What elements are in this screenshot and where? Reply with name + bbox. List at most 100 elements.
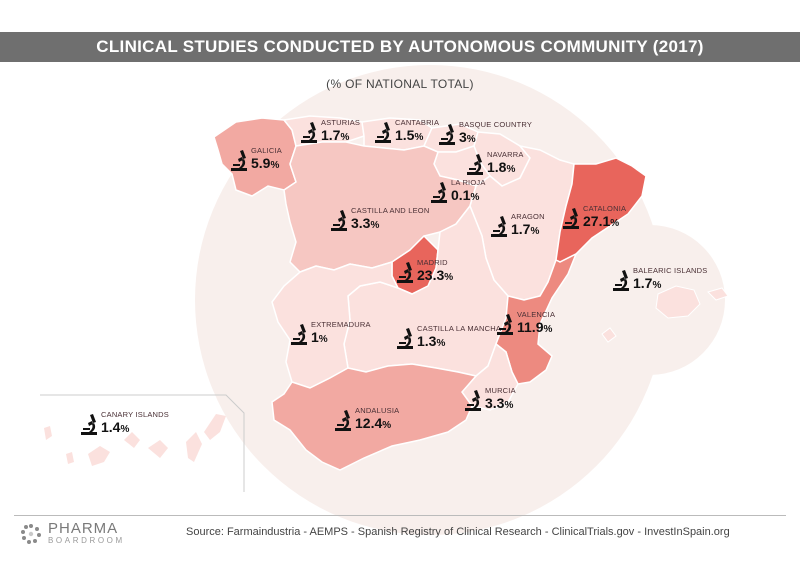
region-catalonia bbox=[555, 157, 647, 263]
microscope-icon bbox=[397, 328, 413, 349]
region-name: BALEARIC ISLANDS bbox=[633, 266, 708, 275]
region-andalusia bbox=[271, 363, 478, 471]
region-canary-5 bbox=[148, 440, 168, 458]
region-value-number: 3.3 bbox=[351, 215, 371, 231]
region-value-number: 1 bbox=[311, 329, 319, 345]
canary-inset-border bbox=[40, 394, 245, 492]
region-name: VALENCIA bbox=[517, 310, 556, 319]
region-name: MADRID bbox=[417, 258, 448, 267]
region-value-unit: % bbox=[414, 132, 424, 143]
region-value: 11.9% bbox=[517, 319, 555, 338]
region-name: CATALONIA bbox=[583, 204, 627, 213]
microscope-icon bbox=[491, 216, 507, 237]
region-extremadura bbox=[271, 260, 400, 389]
logo-dots-icon bbox=[21, 523, 41, 544]
footer-divider bbox=[14, 515, 786, 516]
background-circle-balearic bbox=[575, 225, 725, 375]
region-value: 1.5% bbox=[395, 127, 439, 146]
region-value-number: 12.4 bbox=[355, 415, 383, 431]
microscope-icon bbox=[431, 182, 447, 203]
region-label: CASTILLA LA MANCHA 1.3% bbox=[396, 324, 501, 352]
microscope-icon bbox=[81, 414, 97, 435]
region-value: 1.7% bbox=[633, 275, 707, 294]
region-value-unit: % bbox=[436, 338, 446, 349]
region-label: BALEARIC ISLANDS 1.7% bbox=[612, 266, 707, 294]
region-label: ASTURIAS 1.7% bbox=[300, 118, 360, 146]
region-name: EXTREMADURA bbox=[311, 320, 371, 329]
region-name: GALICIA bbox=[251, 146, 282, 155]
microscope-icon bbox=[301, 122, 317, 143]
title-bar: CLINICAL STUDIES CONDUCTED BY AUTONOMOUS… bbox=[0, 32, 800, 62]
region-label: ARAGON 1.7% bbox=[490, 212, 545, 240]
microscope-icon bbox=[613, 270, 629, 291]
region-value-unit: % bbox=[382, 420, 392, 431]
region-value: 1.8% bbox=[487, 159, 524, 178]
region-value-number: 1.7 bbox=[321, 127, 341, 143]
region-value-unit: % bbox=[506, 164, 516, 175]
region-balearic-menorca bbox=[707, 287, 729, 301]
source-text: Source: Farmaindustria - AEMPS - Spanish… bbox=[186, 526, 730, 538]
region-value-number: 5.9 bbox=[251, 155, 271, 171]
region-value-unit: % bbox=[470, 192, 480, 203]
region-value-unit: % bbox=[466, 134, 476, 145]
region-label: GALICIA 5.9% bbox=[230, 146, 282, 174]
microscope-icon bbox=[291, 324, 307, 345]
region-value-number: 1.7 bbox=[511, 221, 531, 237]
region-value-unit: % bbox=[270, 160, 280, 171]
region-name: CASTILLA AND LEON bbox=[351, 206, 430, 215]
region-value-number: 1.4 bbox=[101, 419, 121, 435]
region-balearic-ibiza bbox=[601, 327, 617, 343]
region-label: MURCIA 3.3% bbox=[464, 386, 516, 414]
microscope-icon bbox=[465, 390, 481, 411]
region-value: 1.7% bbox=[321, 127, 360, 146]
region-value-unit: % bbox=[543, 324, 553, 335]
region-canary-4 bbox=[124, 432, 140, 448]
region-value: 3% bbox=[459, 129, 532, 148]
logo-text-top: PHARMA bbox=[48, 520, 119, 537]
region-value-number: 1.8 bbox=[487, 159, 507, 175]
region-label: ANDALUSIA 12.4% bbox=[334, 406, 399, 434]
pharma-boardroom-logo: PHARMA BOARDROOM bbox=[20, 521, 125, 546]
region-value: 1.4% bbox=[101, 419, 169, 438]
microscope-icon bbox=[335, 410, 351, 431]
region-value-unit: % bbox=[444, 272, 454, 283]
region-name: BASQUE COUNTRY bbox=[459, 120, 533, 129]
region-name: CANARY ISLANDS bbox=[101, 410, 169, 419]
region-value: 5.9% bbox=[251, 155, 282, 174]
region-value: 0.1% bbox=[451, 187, 486, 206]
region-value-unit: % bbox=[652, 280, 662, 291]
region-value-number: 11.9 bbox=[517, 319, 544, 335]
region-label: CANTABRIA 1.5% bbox=[374, 118, 439, 146]
region-value-unit: % bbox=[318, 334, 328, 345]
region-name: CASTILLA LA MANCHA bbox=[417, 324, 502, 333]
region-label: EXTREMADURA 1% bbox=[290, 320, 371, 348]
region-value: 12.4% bbox=[355, 415, 399, 434]
region-value: 3.3% bbox=[351, 215, 429, 234]
region-asturias bbox=[282, 115, 365, 147]
region-value-unit: % bbox=[504, 400, 514, 411]
region-value-unit: % bbox=[370, 220, 380, 231]
region-value: 1.3% bbox=[417, 333, 501, 352]
region-canary-7 bbox=[204, 414, 226, 440]
region-label: BASQUE COUNTRY 3% bbox=[438, 120, 532, 148]
microscope-icon bbox=[563, 208, 579, 229]
region-value-number: 3 bbox=[459, 129, 467, 145]
region-value-unit: % bbox=[610, 218, 620, 229]
region-value: 27.1% bbox=[583, 213, 626, 232]
region-canary-1 bbox=[44, 426, 52, 440]
region-name: NAVARRA bbox=[487, 150, 524, 159]
region-value: 23.3% bbox=[417, 267, 453, 286]
region-value: 1.7% bbox=[511, 221, 545, 240]
region-name: MURCIA bbox=[485, 386, 516, 395]
map-title: CLINICAL STUDIES CONDUCTED BY AUTONOMOUS… bbox=[96, 37, 704, 56]
region-value-unit: % bbox=[530, 226, 540, 237]
region-value-unit: % bbox=[120, 424, 130, 435]
region-label: CASTILLA AND LEON 3.3% bbox=[330, 206, 429, 234]
microscope-icon bbox=[467, 154, 483, 175]
microscope-icon bbox=[397, 262, 413, 283]
microscope-icon bbox=[375, 122, 391, 143]
region-name: CANTABRIA bbox=[395, 118, 440, 127]
region-value: 3.3% bbox=[485, 395, 516, 414]
region-label: CATALONIA 27.1% bbox=[562, 204, 626, 232]
